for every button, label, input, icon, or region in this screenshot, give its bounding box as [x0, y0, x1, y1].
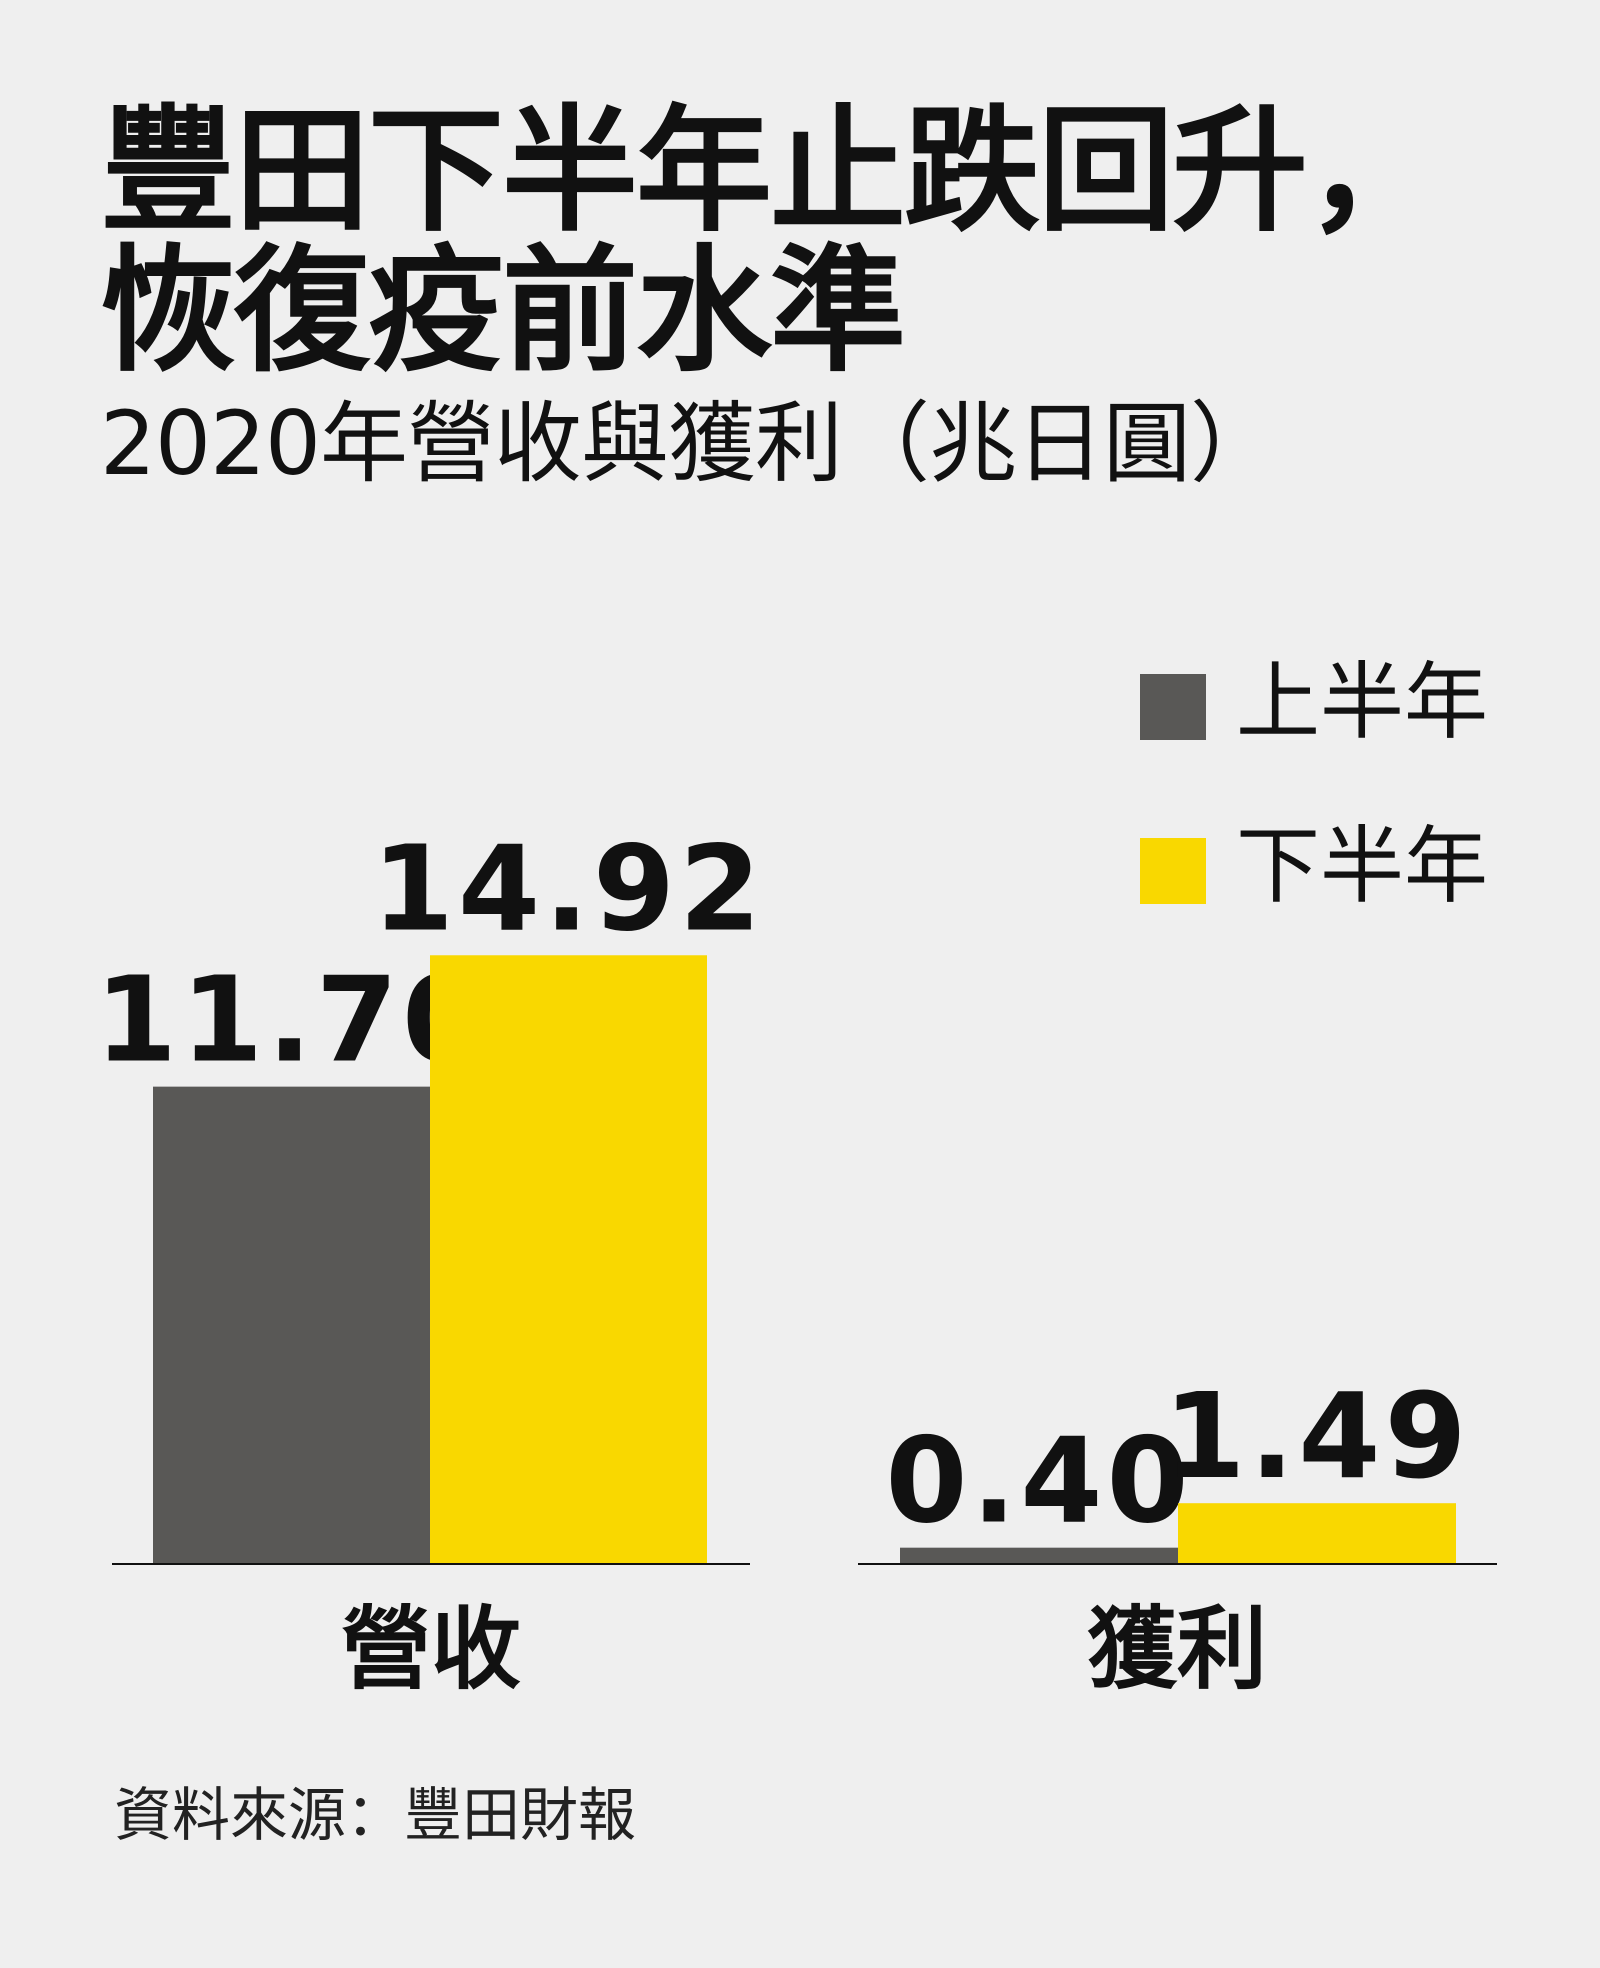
chart-title-line-1: 豐田下半年止跌回升，: [100, 93, 1442, 251]
bar-second-half-revenue: [430, 955, 707, 1564]
source-note: 資料來源：豐田財報: [114, 1781, 637, 1849]
data-label-second-half-profit: 1.49: [1163, 1367, 1470, 1505]
data-label-second-half-revenue: 14.92: [372, 819, 765, 957]
bar-first-half-revenue: [153, 1086, 430, 1564]
legend-swatch-second-half: [1140, 838, 1206, 904]
legend-label-first-half: 上半年: [1236, 653, 1489, 751]
data-label-first-half-profit: 0.40: [885, 1412, 1192, 1550]
legend-label-second-half: 下半年: [1236, 817, 1489, 915]
data-label-first-half-revenue: 11.70: [95, 951, 488, 1089]
bar-first-half-profit: [900, 1547, 1178, 1564]
chart-title-line-2: 恢復疫前水準: [100, 233, 906, 391]
category-label-profit: 獲利: [1087, 1597, 1267, 1702]
chart-subtitle: 2020年營收與獲利（兆日圓）: [100, 392, 1278, 495]
legend-swatch-first-half: [1140, 674, 1206, 740]
bar-second-half-profit: [1178, 1503, 1456, 1564]
category-label-revenue: 營收: [341, 1597, 521, 1702]
